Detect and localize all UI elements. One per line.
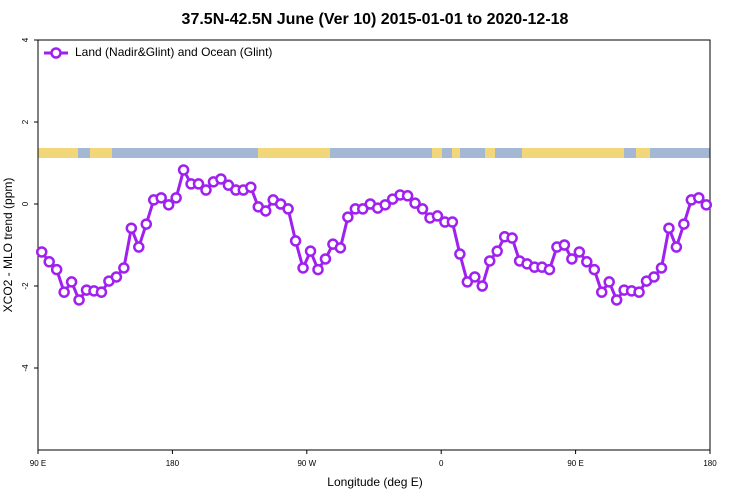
plot-frame (37, 39, 711, 451)
data-point (678, 218, 690, 230)
data-point (655, 262, 668, 274)
data-point (155, 192, 167, 204)
data-point (454, 248, 466, 260)
data-point (282, 203, 294, 215)
data-point (177, 164, 190, 176)
land-ocean-strip (38, 148, 710, 158)
data-point (73, 294, 85, 306)
data-point (573, 246, 586, 258)
data-point (633, 286, 645, 298)
data-point (170, 192, 182, 204)
data-point (334, 242, 347, 254)
x-axis-label: Longitude (deg E) (327, 475, 422, 489)
x-tick-label: 90 E (30, 459, 46, 468)
data-point (259, 205, 272, 217)
data-point (409, 197, 421, 209)
data-point (469, 271, 481, 283)
data-point (483, 255, 496, 267)
data-point (304, 245, 317, 257)
x-tick-label: 90 W (297, 459, 316, 468)
data-point (476, 280, 489, 292)
data-point (379, 199, 391, 211)
data-point (297, 262, 309, 274)
x-tick-label: 180 (703, 459, 717, 468)
data-point (289, 235, 302, 247)
data-point (200, 184, 212, 196)
y-axis-label: XCO2 - MLO trend (ppm) (1, 178, 15, 313)
data-point (125, 222, 138, 234)
data-point (110, 271, 123, 283)
y-tick-label: 2 (21, 119, 30, 124)
data-point (700, 199, 713, 211)
data-point (543, 263, 556, 276)
data-point (431, 210, 444, 222)
data-point (43, 256, 55, 268)
data-point (648, 271, 660, 283)
data-point (663, 222, 675, 234)
data-point (342, 211, 354, 223)
data-point (401, 190, 414, 202)
data-point (319, 253, 332, 265)
data-point (192, 178, 205, 190)
legend-label: Land (Nadir&Glint) and Ocean (Glint) (75, 45, 272, 59)
data-point (215, 173, 227, 185)
data-point (416, 203, 429, 215)
data-point (506, 232, 518, 244)
data-point (588, 263, 601, 276)
data-point (581, 256, 593, 268)
x-tick-label: 180 (166, 459, 180, 468)
x-tick-label: 0 (439, 459, 444, 468)
chart-title: 37.5N-42.5N June (Ver 10) 2015-01-01 to … (182, 11, 569, 28)
data-point (95, 286, 108, 298)
data-point (603, 276, 615, 288)
data-point (245, 181, 257, 193)
data-point (491, 245, 503, 257)
data-point (65, 276, 78, 288)
data-point (610, 294, 623, 306)
data-point (595, 286, 608, 298)
y-tick-label: 4 (21, 37, 30, 42)
data-point (566, 253, 578, 265)
data-point (558, 239, 571, 251)
data-point (670, 241, 683, 253)
data-point (58, 286, 70, 298)
y-tick-label: 0 (21, 201, 30, 206)
data-point (140, 218, 153, 230)
data-point (162, 199, 175, 211)
legend-marker (50, 47, 62, 59)
data-point (312, 263, 324, 276)
x-tick-label: 90 E (567, 459, 583, 468)
data-point (446, 216, 459, 228)
data-point (118, 262, 130, 274)
y-tick-label: -2 (21, 282, 30, 290)
data-point (50, 263, 63, 276)
data-point (35, 246, 48, 258)
y-tick-label: -4 (21, 364, 30, 372)
legend: Land (Nadir&Glint) and Ocean (Glint) (44, 45, 272, 59)
data-point (133, 241, 145, 253)
data-point (693, 192, 705, 204)
